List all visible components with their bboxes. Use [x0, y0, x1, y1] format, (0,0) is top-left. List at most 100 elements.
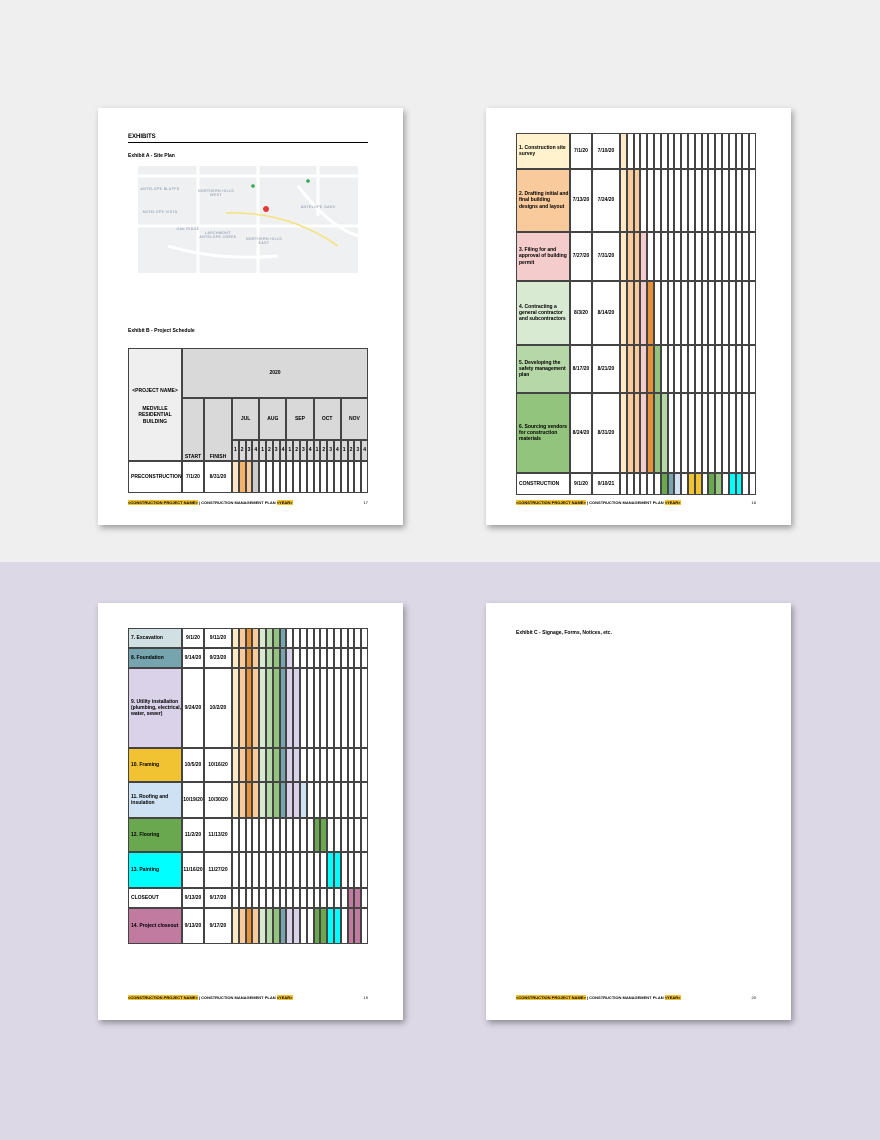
- heading: EXHIBITS: [128, 134, 156, 140]
- start-cell: 9/1/20: [182, 628, 204, 648]
- exhibit-title: Exhibit A - Site Plan: [128, 153, 175, 159]
- footer: <CONSTRUCTION PROJECT NAME> | CONSTRUCTI…: [516, 995, 681, 1000]
- gantt-cell: [272, 818, 280, 852]
- start-header: START: [182, 398, 204, 461]
- gantt-cell: [347, 888, 355, 908]
- exhibit-title: Exhibit B - Project Schedule: [128, 328, 195, 334]
- gantt-cell: [306, 461, 314, 493]
- gantt-cell: [232, 888, 239, 908]
- gantt-cell: [667, 393, 675, 473]
- finish-cell: 9/11/20: [204, 628, 232, 648]
- gantt-cell: [715, 281, 722, 345]
- finish-cell: 8/31/20: [592, 393, 620, 473]
- gantt-cell: [293, 668, 300, 748]
- gantt-cell: [749, 345, 756, 393]
- gantt-cell: [742, 232, 750, 281]
- gantt-cell: [340, 668, 348, 748]
- gantt-cell: [313, 748, 321, 782]
- gantt-cell: [320, 852, 328, 888]
- gantt-cell: [334, 818, 341, 852]
- gantt-cell: [238, 628, 246, 648]
- start-cell: 10/19/20: [182, 782, 204, 818]
- gantt-cell: [633, 169, 641, 232]
- gantt-cell: [749, 393, 756, 473]
- gantt-cell: [688, 393, 695, 473]
- gantt-cell: [293, 888, 300, 908]
- gantt-cell: [722, 232, 729, 281]
- week-header: 3: [272, 440, 280, 461]
- gantt-cell: [735, 232, 743, 281]
- gantt-cell: [245, 628, 253, 648]
- gantt-cell: [259, 648, 266, 668]
- gantt-cell: [320, 628, 328, 648]
- gantt-cell: [232, 908, 239, 944]
- page: Exhibit C - Signage, Forms, Notices, etc…: [486, 603, 791, 1020]
- gantt-cell: [259, 852, 266, 888]
- gantt-cell: [232, 648, 239, 668]
- gantt-cell: [742, 281, 750, 345]
- gantt-cell: [238, 748, 246, 782]
- page-number: 17: [363, 500, 368, 505]
- gantt-cell: [347, 782, 355, 818]
- gantt-cell: [633, 281, 641, 345]
- gantt-cell: [279, 461, 287, 493]
- gantt-cell: [681, 473, 688, 495]
- gantt-cell: [654, 133, 661, 169]
- gantt-cell: [701, 232, 709, 281]
- gantt-cell: [259, 748, 266, 782]
- finish-cell: 10/2/20: [204, 668, 232, 748]
- page-number: 19: [363, 995, 368, 1000]
- gantt-cell: [340, 888, 348, 908]
- gantt-cell: [252, 648, 260, 668]
- gantt-cell: [701, 133, 709, 169]
- gantt-cell: [327, 648, 334, 668]
- gantt-cell: [354, 908, 362, 944]
- finish-cell: 10/30/20: [204, 782, 232, 818]
- gantt-cell: [238, 908, 246, 944]
- gantt-cell: [667, 345, 675, 393]
- gantt-cell: [259, 668, 266, 748]
- gantt-cell: [320, 461, 328, 493]
- task-cell: 6. Sourcing vendors for construction mat…: [516, 393, 570, 473]
- gantt-cell: [735, 169, 743, 232]
- week-header: 4: [252, 440, 260, 461]
- gantt-cell: [660, 281, 668, 345]
- gantt-cell: [232, 748, 239, 782]
- gantt-cell: [334, 461, 341, 493]
- gantt-cell: [266, 628, 273, 648]
- gantt-cell: [327, 908, 334, 944]
- gantt-cell: [279, 908, 287, 944]
- gantt-cell: [715, 345, 722, 393]
- gantt-cell: [327, 852, 334, 888]
- gantt-cell: [347, 818, 355, 852]
- gantt-cell: [742, 473, 750, 495]
- gantt-cell: [654, 393, 661, 473]
- gantt-cell: [266, 648, 273, 668]
- gantt-cell: [354, 818, 362, 852]
- gantt-cell: [347, 628, 355, 648]
- gantt-cell: [620, 133, 627, 169]
- gantt-cell: [647, 133, 654, 169]
- gantt-cell: [354, 782, 362, 818]
- start-cell: 11/2/20: [182, 818, 204, 852]
- gantt-cell: [334, 908, 341, 944]
- gantt-cell: [232, 461, 239, 493]
- gantt-cell: [361, 461, 368, 493]
- project-name: <PROJECT NAME>: [132, 388, 178, 394]
- gantt-cell: [361, 782, 368, 818]
- gantt-cell: [327, 668, 334, 748]
- week-header: 4: [334, 440, 341, 461]
- gantt-cell: [749, 133, 756, 169]
- week-header: 4: [361, 440, 368, 461]
- gantt-cell: [633, 133, 641, 169]
- gantt-cell: [340, 908, 348, 944]
- gantt-cell: [715, 473, 722, 495]
- gantt-cell: [647, 393, 654, 473]
- gantt-cell: [674, 393, 682, 473]
- gantt-cell: [272, 888, 280, 908]
- gantt-cell: [252, 782, 260, 818]
- gantt-cell: [279, 668, 287, 748]
- start-cell: 8/24/20: [570, 393, 592, 473]
- gantt-cell: [320, 668, 328, 748]
- gantt-cell: [340, 628, 348, 648]
